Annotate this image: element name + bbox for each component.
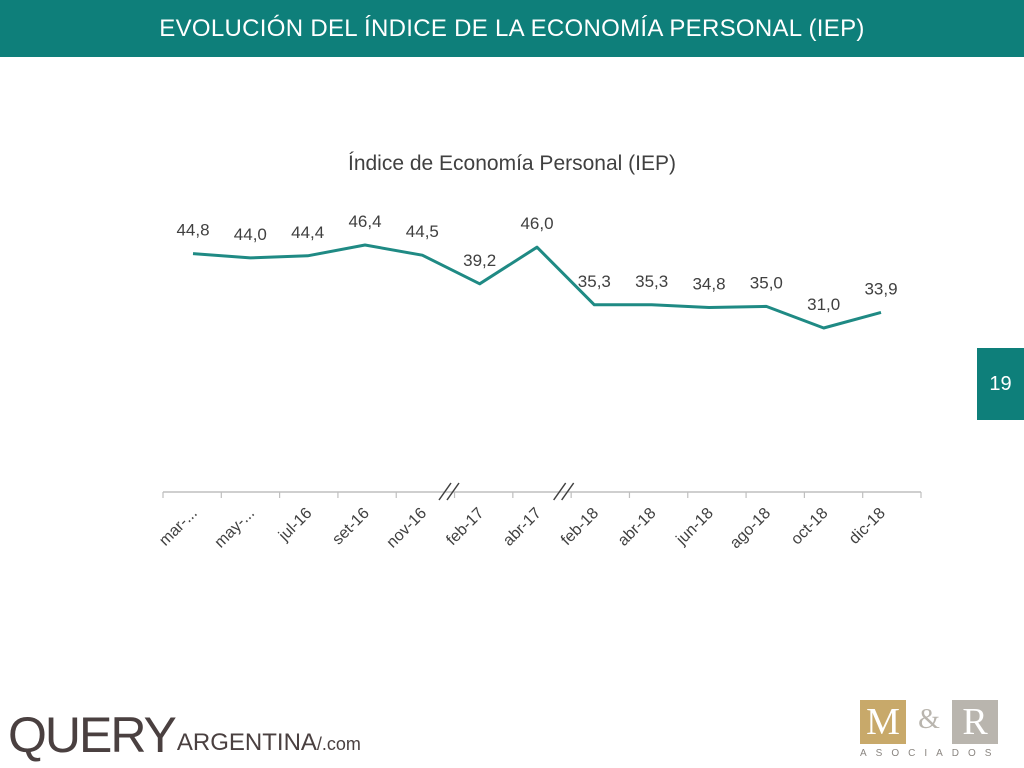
data-label: 44,0 bbox=[234, 225, 267, 244]
x-tick-label: may-... bbox=[212, 505, 259, 552]
data-label: 44,8 bbox=[176, 221, 209, 240]
x-tick-label: abr-17 bbox=[500, 505, 545, 550]
logo-argentina-text: ARGENTINA bbox=[176, 729, 317, 756]
logo-ampersand: & bbox=[918, 704, 940, 735]
logo-asociados-text: ASOCIADOS bbox=[860, 748, 1001, 759]
logo-r-box: R bbox=[952, 700, 998, 744]
data-label: 39,2 bbox=[463, 251, 496, 270]
x-tick-label: oct-18 bbox=[788, 505, 832, 549]
x-tick-label: nov-16 bbox=[384, 505, 431, 552]
data-label: 46,4 bbox=[348, 212, 381, 231]
x-tick-label: feb-17 bbox=[443, 505, 487, 549]
x-tick-label: ago-18 bbox=[727, 505, 774, 552]
logo-query-text: QUERY bbox=[8, 707, 177, 763]
data-label: 46,0 bbox=[520, 214, 553, 233]
header-bar: EVOLUCIÓN DEL ÍNDICE DE LA ECONOMÍA PERS… bbox=[0, 0, 1024, 57]
axis-break-mark bbox=[553, 482, 575, 501]
x-tick-label: jul-16 bbox=[275, 505, 315, 545]
x-tick-label: set-16 bbox=[329, 505, 373, 549]
line-chart: Índice de Economía Personal (IEP) 44,8 44… bbox=[156, 152, 922, 552]
data-label: 35,3 bbox=[578, 272, 611, 291]
data-label: 44,4 bbox=[291, 223, 324, 242]
series-line bbox=[192, 243, 882, 330]
page-title: EVOLUCIÓN DEL ÍNDICE DE LA ECONOMÍA PERS… bbox=[159, 14, 865, 42]
data-label: 35,0 bbox=[750, 273, 783, 292]
data-label: 31,0 bbox=[807, 295, 840, 314]
logo-m-box: M bbox=[860, 700, 906, 744]
x-tick-label: dic-18 bbox=[846, 505, 889, 548]
axis-break-mark bbox=[438, 482, 460, 501]
mr-asociados-logo: M & R ASOCIADOS bbox=[860, 700, 1000, 762]
data-label: 34,8 bbox=[692, 275, 725, 294]
logo-com-text: /.com bbox=[316, 734, 361, 754]
chart-title: Índice de Economía Personal (IEP) bbox=[348, 152, 676, 175]
data-label: 33,9 bbox=[864, 279, 897, 298]
x-tick-label: feb-18 bbox=[558, 505, 602, 549]
x-tick-label: abr-18 bbox=[615, 505, 660, 550]
x-tick-label: mar-... bbox=[156, 505, 201, 550]
page-number: 19 bbox=[989, 372, 1012, 395]
query-argentina-logo: QUERY ARGENTINA /.com bbox=[8, 700, 361, 760]
page-number-badge: 19 bbox=[977, 348, 1024, 420]
x-tick-label: jun-18 bbox=[673, 505, 717, 549]
data-label: 44,5 bbox=[406, 222, 439, 241]
data-label: 35,3 bbox=[635, 272, 668, 291]
